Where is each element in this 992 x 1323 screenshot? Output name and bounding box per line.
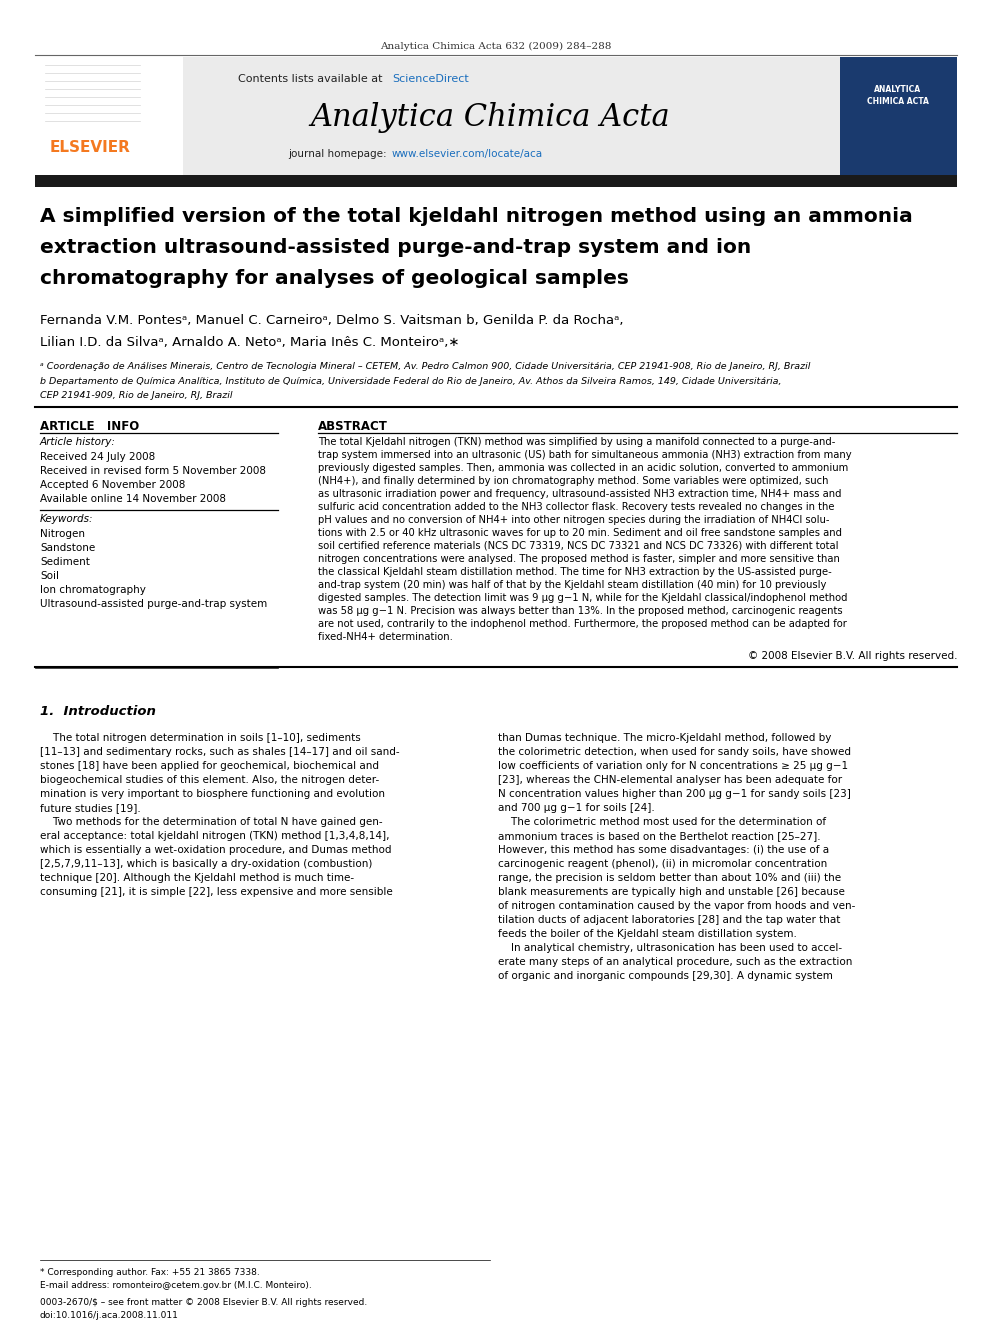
Text: Accepted 6 November 2008: Accepted 6 November 2008 bbox=[40, 480, 186, 490]
Text: Ultrasound-assisted purge-and-trap system: Ultrasound-assisted purge-and-trap syste… bbox=[40, 599, 267, 609]
Text: are not used, contrarily to the indophenol method. Furthermore, the proposed met: are not used, contrarily to the indophen… bbox=[318, 619, 847, 628]
Text: Fernanda V.M. Pontesᵃ, Manuel C. Carneiroᵃ, Delmo S. Vaitsman b, Genilda P. da R: Fernanda V.M. Pontesᵃ, Manuel C. Carneir… bbox=[40, 314, 624, 327]
Text: ScienceDirect: ScienceDirect bbox=[392, 74, 469, 83]
Text: However, this method has some disadvantages: (i) the use of a: However, this method has some disadvanta… bbox=[498, 845, 829, 855]
Text: (NH4+), and finally determined by ion chromatography method. Some variables were: (NH4+), and finally determined by ion ch… bbox=[318, 476, 828, 486]
Text: technique [20]. Although the Kjeldahl method is much time-: technique [20]. Although the Kjeldahl me… bbox=[40, 873, 354, 882]
Text: carcinogenic reagent (phenol), (ii) in micromolar concentration: carcinogenic reagent (phenol), (ii) in m… bbox=[498, 859, 827, 869]
Text: Lilian I.D. da Silvaᵃ, Arnaldo A. Netoᵃ, Maria Inês C. Monteiroᵃ,∗: Lilian I.D. da Silvaᵃ, Arnaldo A. Netoᵃ,… bbox=[40, 336, 459, 349]
Text: doi:10.1016/j.aca.2008.11.011: doi:10.1016/j.aca.2008.11.011 bbox=[40, 1311, 179, 1320]
Text: future studies [19].: future studies [19]. bbox=[40, 803, 141, 814]
Text: and-trap system (20 min) was half of that by the Kjeldahl steam distillation (40: and-trap system (20 min) was half of tha… bbox=[318, 579, 826, 590]
Text: A simplified version of the total kjeldahl nitrogen method using an ammonia: A simplified version of the total kjelda… bbox=[40, 206, 913, 226]
Text: In analytical chemistry, ultrasonication has been used to accel-: In analytical chemistry, ultrasonication… bbox=[498, 943, 842, 953]
Text: Ion chromatography: Ion chromatography bbox=[40, 585, 146, 595]
Text: E-mail address: romonteiro@cetem.gov.br (M.I.C. Monteiro).: E-mail address: romonteiro@cetem.gov.br … bbox=[40, 1281, 311, 1290]
Text: The total nitrogen determination in soils [1–10], sediments: The total nitrogen determination in soil… bbox=[40, 733, 361, 744]
Text: ANALYTICA
CHIMICA ACTA: ANALYTICA CHIMICA ACTA bbox=[867, 85, 929, 106]
Text: digested samples. The detection limit was 9 μg g−1 N, while for the Kjeldahl cla: digested samples. The detection limit wa… bbox=[318, 593, 847, 603]
Text: Article history:: Article history: bbox=[40, 437, 116, 447]
Text: Contents lists available at: Contents lists available at bbox=[238, 74, 390, 83]
Text: b Departamento de Química Analítica, Instituto de Química, Universidade Federal : b Departamento de Química Analítica, Ins… bbox=[40, 377, 782, 386]
Bar bbox=[35, 175, 957, 187]
Text: Two methods for the determination of total N have gained gen-: Two methods for the determination of tot… bbox=[40, 818, 383, 827]
Bar bbox=[840, 57, 957, 175]
Bar bbox=[35, 57, 957, 175]
Bar bbox=[35, 57, 183, 175]
Text: chromatography for analyses of geological samples: chromatography for analyses of geologica… bbox=[40, 269, 629, 288]
Text: nitrogen concentrations were analysed. The proposed method is faster, simpler an: nitrogen concentrations were analysed. T… bbox=[318, 554, 840, 564]
Text: 1.  Introduction: 1. Introduction bbox=[40, 705, 156, 718]
Text: * Corresponding author. Fax: +55 21 3865 7338.: * Corresponding author. Fax: +55 21 3865… bbox=[40, 1267, 260, 1277]
Text: mination is very important to biosphere functioning and evolution: mination is very important to biosphere … bbox=[40, 789, 385, 799]
Text: The colorimetric method most used for the determination of: The colorimetric method most used for th… bbox=[498, 818, 826, 827]
Text: blank measurements are typically high and unstable [26] because: blank measurements are typically high an… bbox=[498, 886, 845, 897]
Text: www.elsevier.com/locate/aca: www.elsevier.com/locate/aca bbox=[392, 149, 544, 159]
Text: and 700 μg g−1 for soils [24].: and 700 μg g−1 for soils [24]. bbox=[498, 803, 655, 814]
Text: than Dumas technique. The micro-Kjeldahl method, followed by: than Dumas technique. The micro-Kjeldahl… bbox=[498, 733, 831, 744]
Text: journal homepage:: journal homepage: bbox=[288, 149, 390, 159]
Text: Received in revised form 5 November 2008: Received in revised form 5 November 2008 bbox=[40, 466, 266, 476]
Text: pH values and no conversion of NH4+ into other nitrogen species during the irrad: pH values and no conversion of NH4+ into… bbox=[318, 515, 829, 525]
Text: Keywords:: Keywords: bbox=[40, 515, 93, 524]
Text: consuming [21], it is simple [22], less expensive and more sensible: consuming [21], it is simple [22], less … bbox=[40, 886, 393, 897]
Text: tilation ducts of adjacent laboratories [28] and the tap water that: tilation ducts of adjacent laboratories … bbox=[498, 916, 840, 925]
Text: low coefficients of variation only for N concentrations ≥ 25 μg g−1: low coefficients of variation only for N… bbox=[498, 761, 848, 771]
Text: of nitrogen contamination caused by the vapor from hoods and ven-: of nitrogen contamination caused by the … bbox=[498, 901, 855, 912]
Text: extraction ultrasound-assisted purge-and-trap system and ion: extraction ultrasound-assisted purge-and… bbox=[40, 238, 751, 257]
Text: ELSEVIER: ELSEVIER bbox=[50, 140, 130, 155]
Text: Sandstone: Sandstone bbox=[40, 542, 95, 553]
Text: ABSTRACT: ABSTRACT bbox=[318, 419, 388, 433]
Text: CEP 21941-909, Rio de Janeiro, RJ, Brazil: CEP 21941-909, Rio de Janeiro, RJ, Brazi… bbox=[40, 392, 232, 400]
Text: ARTICLE   INFO: ARTICLE INFO bbox=[40, 419, 139, 433]
Text: erate many steps of an analytical procedure, such as the extraction: erate many steps of an analytical proced… bbox=[498, 957, 852, 967]
Text: previously digested samples. Then, ammonia was collected in an acidic solution, : previously digested samples. Then, ammon… bbox=[318, 463, 848, 474]
Text: ᵃ Coordenação de Análises Minerais, Centro de Tecnologia Mineral – CETEM, Av. Pe: ᵃ Coordenação de Análises Minerais, Cent… bbox=[40, 363, 810, 370]
Text: Soil: Soil bbox=[40, 572, 59, 581]
Text: Analytica Chimica Acta: Analytica Chimica Acta bbox=[310, 102, 670, 134]
Text: N concentration values higher than 200 μg g−1 for sandy soils [23]: N concentration values higher than 200 μ… bbox=[498, 789, 851, 799]
Text: [2,5,7,9,11–13], which is basically a dry-oxidation (combustion): [2,5,7,9,11–13], which is basically a dr… bbox=[40, 859, 372, 869]
Text: © 2008 Elsevier B.V. All rights reserved.: © 2008 Elsevier B.V. All rights reserved… bbox=[748, 651, 957, 662]
Text: the colorimetric detection, when used for sandy soils, have showed: the colorimetric detection, when used fo… bbox=[498, 747, 851, 757]
Text: [11–13] and sedimentary rocks, such as shales [14–17] and oil sand-: [11–13] and sedimentary rocks, such as s… bbox=[40, 747, 400, 757]
Text: which is essentially a wet-oxidation procedure, and Dumas method: which is essentially a wet-oxidation pro… bbox=[40, 845, 392, 855]
Text: eral acceptance: total kjeldahl nitrogen (TKN) method [1,3,4,8,14],: eral acceptance: total kjeldahl nitrogen… bbox=[40, 831, 390, 841]
Text: ammonium traces is based on the Berthelot reaction [25–27].: ammonium traces is based on the Berthelo… bbox=[498, 831, 820, 841]
Text: feeds the boiler of the Kjeldahl steam distillation system.: feeds the boiler of the Kjeldahl steam d… bbox=[498, 929, 797, 939]
Text: range, the precision is seldom better than about 10% and (iii) the: range, the precision is seldom better th… bbox=[498, 873, 841, 882]
Text: fixed-NH4+ determination.: fixed-NH4+ determination. bbox=[318, 632, 453, 642]
Text: trap system immersed into an ultrasonic (US) bath for simultaneous ammonia (NH3): trap system immersed into an ultrasonic … bbox=[318, 450, 851, 460]
Text: 0003-2670/$ – see front matter © 2008 Elsevier B.V. All rights reserved.: 0003-2670/$ – see front matter © 2008 El… bbox=[40, 1298, 367, 1307]
Text: sulfuric acid concentration added to the NH3 collector flask. Recovery tests rev: sulfuric acid concentration added to the… bbox=[318, 501, 834, 512]
Text: biogeochemical studies of this element. Also, the nitrogen deter-: biogeochemical studies of this element. … bbox=[40, 775, 379, 785]
Text: tions with 2.5 or 40 kHz ultrasonic waves for up to 20 min. Sediment and oil fre: tions with 2.5 or 40 kHz ultrasonic wave… bbox=[318, 528, 842, 538]
Text: as ultrasonic irradiation power and frequency, ultrasound-assisted NH3 extractio: as ultrasonic irradiation power and freq… bbox=[318, 490, 841, 499]
Text: Nitrogen: Nitrogen bbox=[40, 529, 85, 538]
Text: stones [18] have been applied for geochemical, biochemical and: stones [18] have been applied for geoche… bbox=[40, 761, 379, 771]
Text: Available online 14 November 2008: Available online 14 November 2008 bbox=[40, 493, 226, 504]
Text: Received 24 July 2008: Received 24 July 2008 bbox=[40, 452, 156, 462]
Text: of organic and inorganic compounds [29,30]. A dynamic system: of organic and inorganic compounds [29,3… bbox=[498, 971, 833, 980]
Text: Analytica Chimica Acta 632 (2009) 284–288: Analytica Chimica Acta 632 (2009) 284–28… bbox=[380, 42, 612, 52]
Text: was 58 μg g−1 N. Precision was always better than 13%. In the proposed method, c: was 58 μg g−1 N. Precision was always be… bbox=[318, 606, 842, 617]
Text: [23], whereas the CHN-elemental analyser has been adequate for: [23], whereas the CHN-elemental analyser… bbox=[498, 775, 842, 785]
Text: the classical Kjeldahl steam distillation method. The time for NH3 extraction by: the classical Kjeldahl steam distillatio… bbox=[318, 568, 831, 577]
Text: Sediment: Sediment bbox=[40, 557, 90, 568]
Text: soil certified reference materials (NCS DC 73319, NCS DC 73321 and NCS DC 73326): soil certified reference materials (NCS … bbox=[318, 541, 838, 550]
Text: The total Kjeldahl nitrogen (TKN) method was simplified by using a manifold conn: The total Kjeldahl nitrogen (TKN) method… bbox=[318, 437, 835, 447]
